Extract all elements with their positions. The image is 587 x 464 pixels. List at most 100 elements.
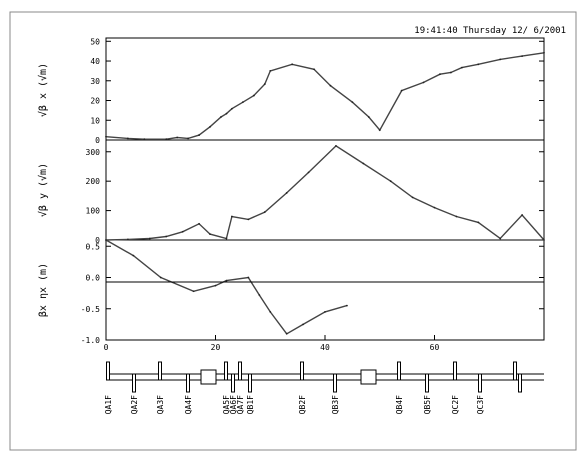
- betax-data-point: [187, 137, 190, 140]
- dispersion-ytick-label: -0.5: [81, 305, 100, 314]
- dispersion-data-point: [225, 279, 228, 282]
- betax-data-point: [477, 63, 480, 66]
- dispersion-data-point: [192, 290, 195, 293]
- dispersion-data-point: [346, 304, 348, 307]
- dispersion-data-point: [159, 276, 162, 279]
- betax-data-point: [400, 89, 403, 92]
- betax-data-point: [127, 137, 129, 140]
- panel-betax: 0 10 20 30 40 50: [90, 37, 545, 145]
- lattice-element-label: QA4F: [184, 395, 193, 414]
- betax-data-point: [165, 138, 168, 141]
- betax-ytick-label: 40: [90, 57, 100, 66]
- lattice-element-label: QA2F: [130, 395, 139, 414]
- betax-data-point: [269, 70, 272, 72]
- betax-ytick-label: 50: [90, 37, 100, 46]
- betax-ytick-label: 0: [95, 136, 100, 145]
- betay-data-point: [198, 222, 200, 225]
- quadrupole-magnet: [158, 361, 162, 381]
- betax-data-point: [543, 51, 545, 54]
- lattice-element-label: QB3F: [331, 395, 340, 414]
- betax-data-point: [291, 63, 294, 66]
- panel-dispersion: 0.5 0.0 -0.5 -1.0: [81, 239, 544, 345]
- betay-data-point: [181, 230, 184, 233]
- betax-data-point: [378, 129, 381, 132]
- quadrupole-magnet: [518, 373, 522, 393]
- betax-data-point: [198, 134, 200, 136]
- betay-ytick-label: 0: [95, 236, 100, 245]
- dispersion-data-point: [214, 284, 217, 287]
- quadrupole-magnet: [231, 373, 235, 393]
- x-tick-label: 20: [211, 343, 221, 352]
- betay-data-point: [433, 206, 436, 209]
- betay-data-point: [165, 235, 168, 238]
- lattice-element-label: QC3F: [476, 395, 485, 414]
- x-tick-label: 60: [430, 343, 440, 352]
- quadrupole-magnet: [513, 361, 517, 381]
- quadrupole-magnet: [238, 361, 242, 381]
- betax-data-point: [499, 58, 502, 61]
- x-axis: 0 20 40 60: [104, 335, 440, 352]
- betay-data-point: [411, 196, 414, 199]
- betay-data-point: [263, 211, 266, 213]
- quadrupole-magnet: [453, 361, 457, 381]
- dispersion-data-point: [269, 310, 272, 313]
- betay-data-point: [247, 218, 250, 221]
- betax-data-point: [263, 83, 266, 85]
- lattice-element-label: QB2F: [298, 395, 307, 414]
- panel-betay: 0 100 200 300: [86, 144, 545, 245]
- quadrupole-magnet: [333, 373, 337, 393]
- lattice-element-label: QB4F: [395, 395, 404, 414]
- betay-data-point: [231, 215, 233, 218]
- ylabel-betax: √β x (√m): [37, 63, 49, 117]
- betay-data-point: [521, 214, 523, 216]
- quadrupole-magnet: [478, 373, 482, 393]
- betay-ytick-label: 100: [86, 207, 101, 216]
- betay-data-point: [499, 237, 502, 240]
- betay-data-point: [127, 238, 129, 241]
- betax-data-point: [450, 71, 452, 74]
- lattice-element-label: QA3F: [156, 395, 165, 414]
- betax-data-point: [521, 55, 523, 57]
- betax-ytick-label: 30: [90, 77, 100, 86]
- betax-data-point: [143, 138, 146, 141]
- x-tick-label: 40: [320, 343, 330, 352]
- dispersion-data-point: [258, 294, 261, 296]
- betax-data-point: [105, 135, 107, 138]
- lattice-element-label: QA5F: [222, 395, 231, 414]
- betax-data-point: [231, 107, 233, 110]
- dispersion-data-point: [105, 239, 107, 241]
- betax-data-point: [460, 66, 463, 69]
- betay-data-point: [455, 215, 458, 218]
- dispersion-data-point: [285, 332, 288, 335]
- betay-ytick-label: 200: [86, 177, 101, 186]
- ylabel-dispersion: βx ηx (m): [38, 263, 49, 317]
- betax-data-point: [351, 101, 354, 104]
- dispersion-data-point: [132, 254, 135, 257]
- lattice-element-label: QB1F: [246, 395, 255, 414]
- dispersion-ytick-label: 0.5: [86, 242, 101, 251]
- betax-data-point: [252, 94, 255, 97]
- quadrupole-magnet: [397, 361, 401, 381]
- betax-data-point: [422, 81, 425, 84]
- lattice-element-label: QB5F: [423, 395, 432, 414]
- quadrupole-magnet: [186, 373, 190, 393]
- bend-magnet: [200, 369, 217, 385]
- lattice-element-label: QA6F: [229, 395, 238, 414]
- dispersion-data-point: [247, 276, 250, 279]
- betax-data-point: [367, 116, 370, 118]
- timestamp: 19:41:40 Thursday 12/ 6/2001: [414, 26, 566, 36]
- quadrupole-magnet: [300, 361, 304, 381]
- betay-data-point: [285, 192, 288, 194]
- betay-data-point: [148, 237, 151, 240]
- betax-data-point: [313, 68, 315, 71]
- betay-data-point: [362, 162, 365, 165]
- bend-magnet: [360, 369, 377, 385]
- quadrupole-magnet: [425, 373, 429, 393]
- betay-data-point: [477, 221, 480, 224]
- betax-ytick-label: 10: [90, 116, 100, 125]
- x-tick-label: 0: [104, 343, 109, 352]
- betax-series-line: [105, 52, 545, 140]
- quadrupole-magnet: [132, 373, 136, 393]
